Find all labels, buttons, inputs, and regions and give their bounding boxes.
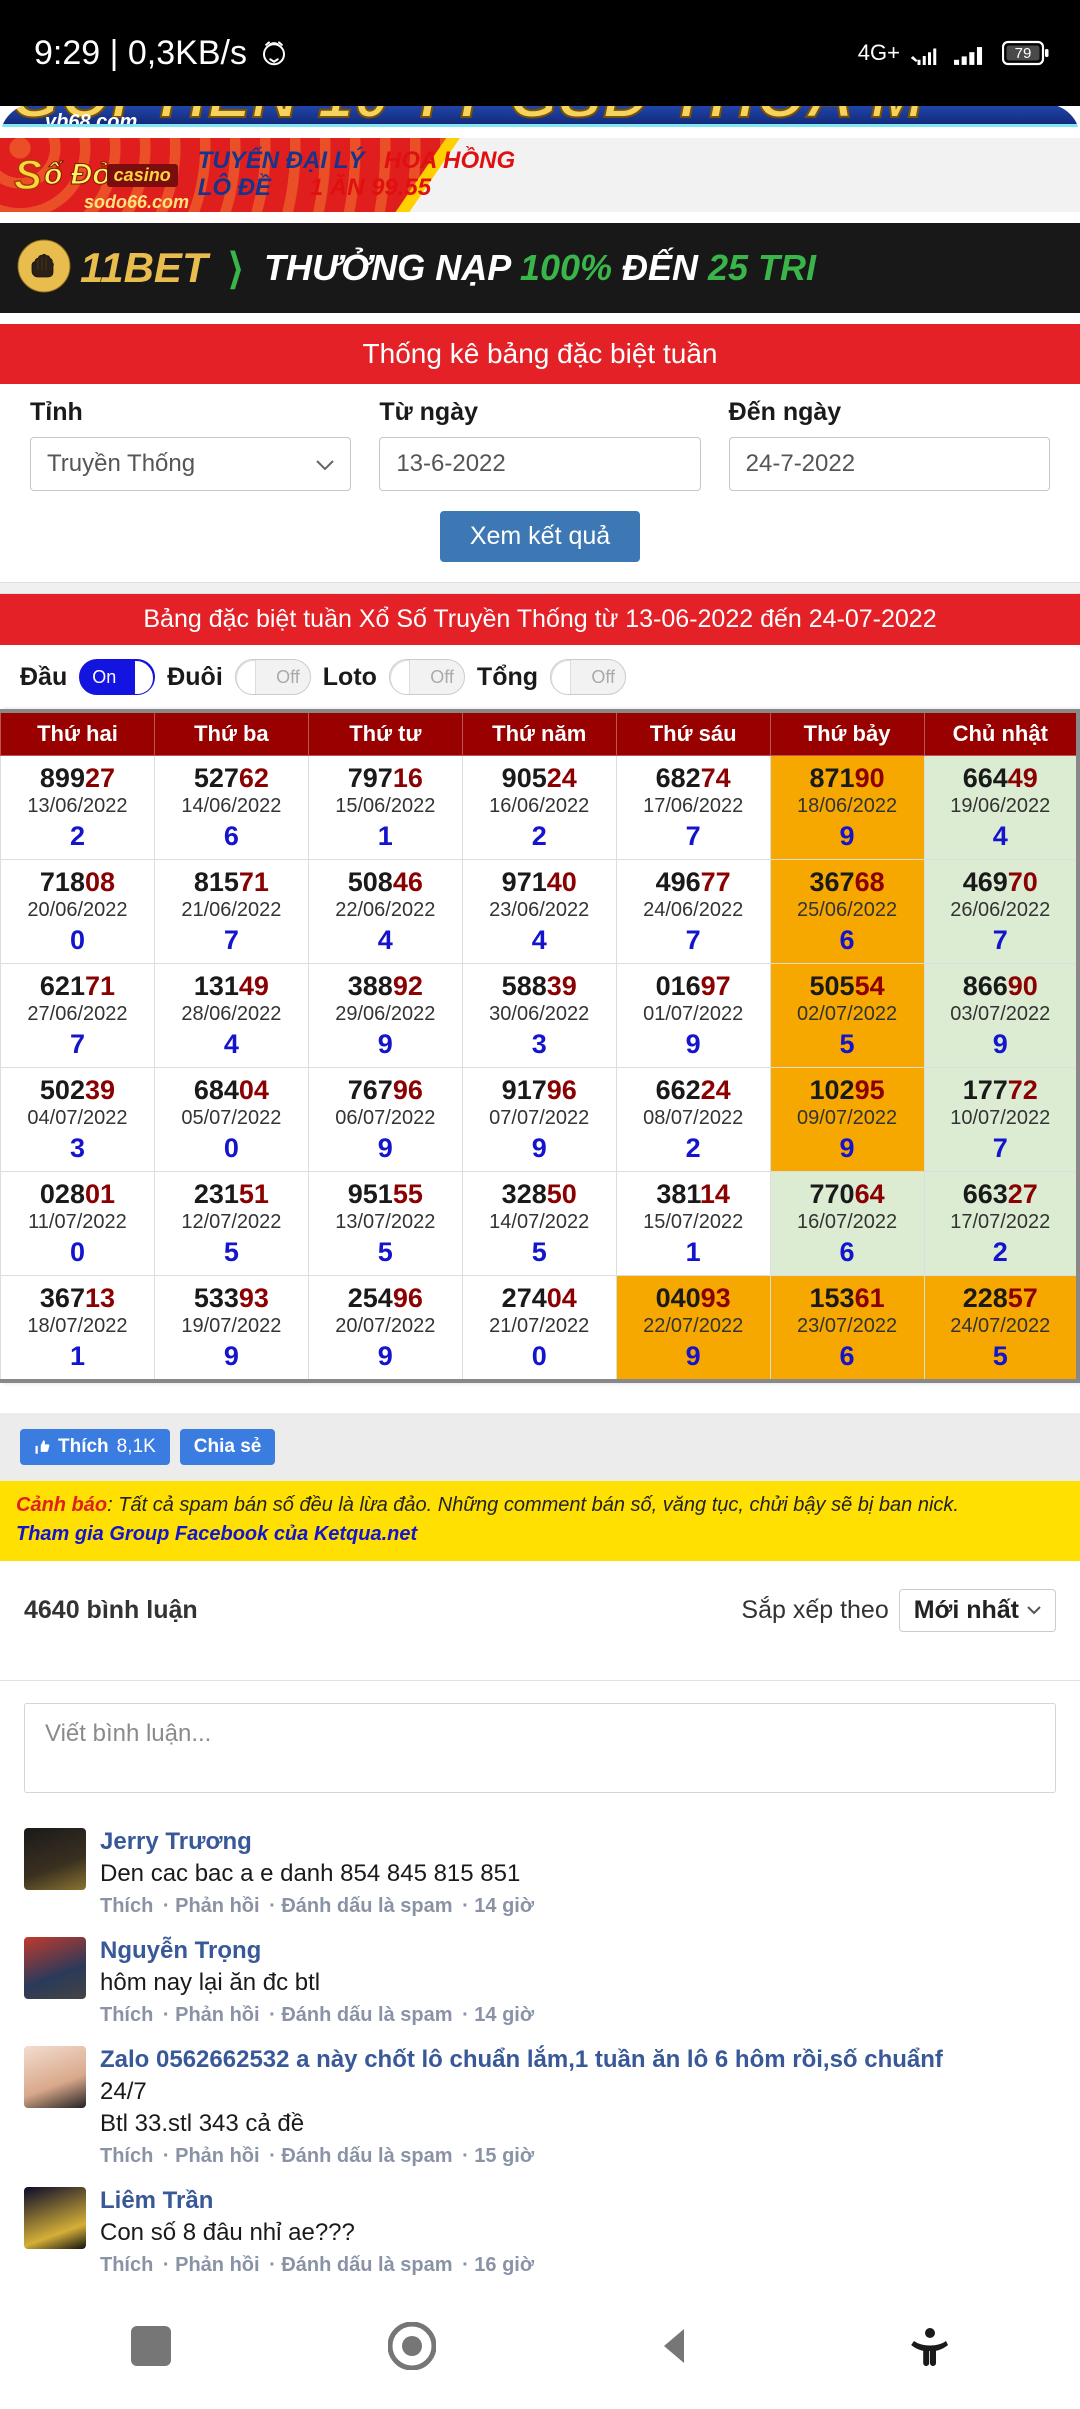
- svg-text:79: 79: [1015, 45, 1032, 62]
